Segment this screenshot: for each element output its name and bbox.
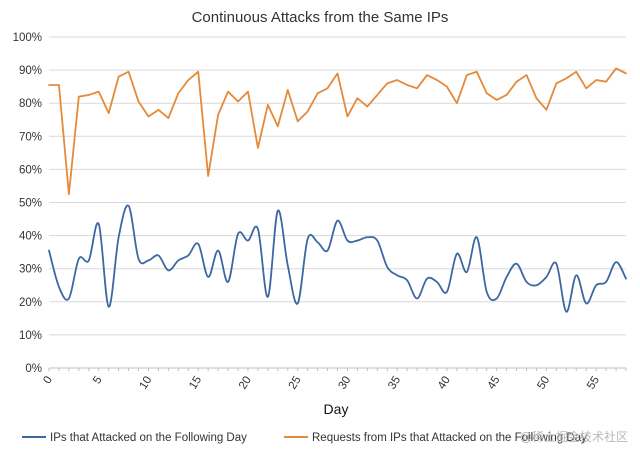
x-axis-ticks: 0 5 10 15 20 25 30 35 40 45 50 55 — [41, 374, 602, 391]
y-tick-label: 60% — [19, 164, 42, 176]
y-tick-label: 0% — [25, 363, 42, 375]
series-line-ips — [48, 204, 627, 313]
gridlines — [49, 36, 626, 336]
axes — [48, 367, 627, 371]
y-tick-label: 70% — [19, 131, 42, 143]
x-axis-title: Day — [324, 401, 349, 417]
chart-title: Continuous Attacks from the Same IPs — [192, 9, 449, 26]
legend-label-ips: IPs that Attacked on the Following Day — [50, 432, 247, 444]
watermark-text: @稀土掘金技术社区 — [520, 429, 628, 444]
x-tick-label: 15 — [187, 374, 204, 391]
x-tick-label: 25 — [287, 374, 304, 391]
series-line-requests — [48, 67, 627, 196]
y-tick-label: 40% — [19, 231, 42, 243]
x-tick-label: 55 — [585, 374, 602, 391]
x-tick-label: 0 — [41, 374, 55, 386]
x-tick-label: 50 — [535, 374, 552, 391]
y-tick-label: 50% — [19, 198, 42, 210]
x-tick-label: 5 — [91, 374, 105, 386]
x-tick-label: 30 — [336, 374, 353, 391]
x-tick-label: 35 — [386, 374, 403, 391]
series-lines — [48, 67, 627, 313]
x-tick-label: 10 — [137, 374, 154, 391]
x-tick-label: 20 — [237, 374, 254, 391]
legend-label-requests: Requests from IPs that Attacked on the F… — [312, 432, 587, 444]
y-tick-label: 80% — [19, 98, 42, 110]
y-axis-ticks: 0% 10% 20% 30% 40% 50% 60% 70% 80% 90% 100% — [13, 32, 42, 375]
x-tick-label: 40 — [436, 374, 453, 391]
y-tick-label: 10% — [19, 330, 42, 342]
y-tick-label: 20% — [19, 297, 42, 309]
y-tick-label: 90% — [19, 65, 42, 77]
y-tick-label: 30% — [19, 264, 42, 276]
y-tick-label: 100% — [13, 32, 42, 44]
legend: IPs that Attacked on the Following Day R… — [22, 432, 587, 444]
x-tick-label: 45 — [486, 374, 503, 391]
